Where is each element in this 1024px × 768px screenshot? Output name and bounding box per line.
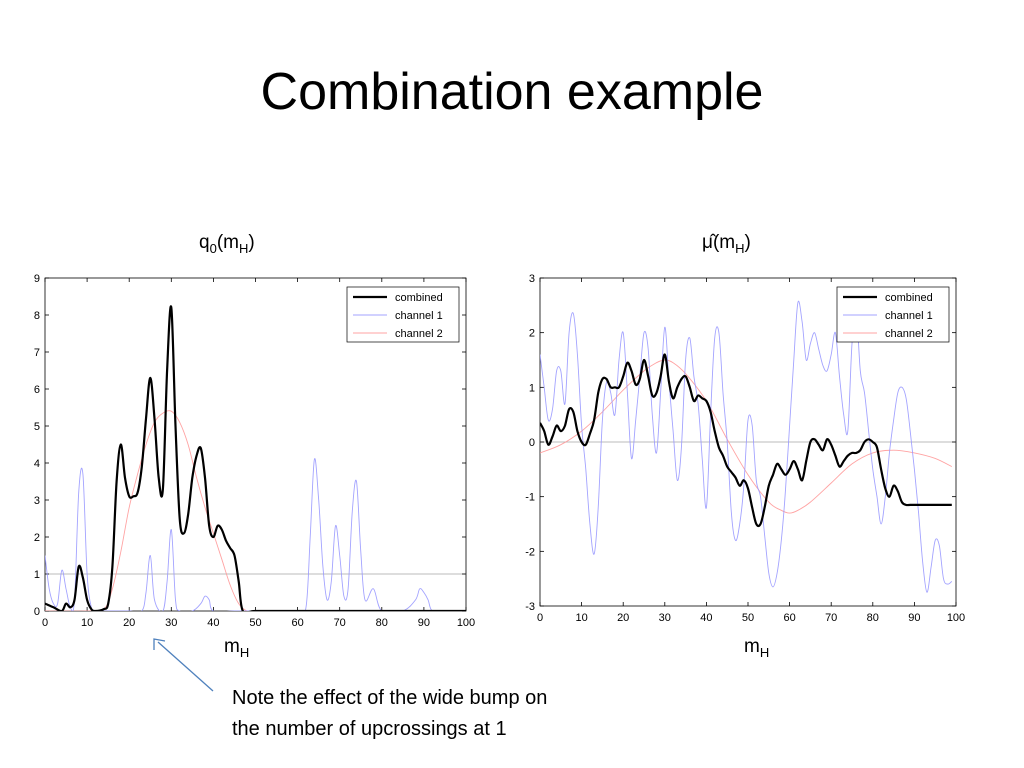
mu-x-tick-label: 80 xyxy=(867,612,879,624)
q0-x-tick-label: 10 xyxy=(81,617,93,629)
mu-series-channel-2 xyxy=(540,359,953,514)
chart-mu-hat: 0 10 20 30 40 50 60 70 80 90 100 -3 -2 -1 0 1 2 3 combined… xyxy=(525,273,965,624)
right-plot-title-main: μ̂ xyxy=(702,232,713,253)
mu-x-tick-label: 70 xyxy=(825,612,837,624)
q0-x-tick-label: 20 xyxy=(123,617,135,629)
mu-legend-label-combined: combined xyxy=(885,292,933,304)
q0-y-tick-label: 0 xyxy=(34,606,40,618)
q0-legend-label-combined: combined xyxy=(395,292,443,304)
q0-x-tick-label: 30 xyxy=(165,617,177,629)
right-x-axis-title: mH xyxy=(744,636,769,660)
q0-x-tick-label: 40 xyxy=(207,617,219,629)
left-plot-title-end: ) xyxy=(248,232,255,253)
q0-x-tick-label: 90 xyxy=(418,617,430,629)
q0-y-tick-label: 5 xyxy=(34,421,40,433)
slide-title: Combination example xyxy=(260,63,764,121)
right-plot-title-mid: (m xyxy=(712,232,736,253)
mu-y-tick-label: -1 xyxy=(525,492,535,504)
note-line-1: Note the effect of the wide bump on xyxy=(232,687,548,709)
q0-y-tick-label: 3 xyxy=(34,495,40,507)
mu-x-tick-label: 20 xyxy=(617,612,629,624)
chart-q0: 0 10 20 30 40 50 60 70 80 90 100 0 1 2 3 4 5 6 7 8 9 combined… xyxy=(34,273,475,629)
mu-y-tick-label: 2 xyxy=(529,328,535,340)
q0-y-tick-label: 7 xyxy=(34,347,40,359)
left-x-axis-title-sub: H xyxy=(239,644,250,660)
left-x-axis-title: mH xyxy=(224,636,249,660)
mu-y-tick-label: 3 xyxy=(529,273,535,285)
right-plot-title-sub1: H xyxy=(735,240,745,256)
mu-x-tick-label: 40 xyxy=(700,612,712,624)
left-plot-title-sub1: H xyxy=(238,240,249,256)
left-plot-title-main: q xyxy=(199,232,210,253)
mu-y-tick-label: -2 xyxy=(525,546,535,558)
mu-x-tick-label: 60 xyxy=(783,612,795,624)
q0-x-tick-label: 70 xyxy=(334,617,346,629)
mu-x-tick-label: 10 xyxy=(575,612,587,624)
mu-y-tick-label: 0 xyxy=(529,437,535,449)
mu-series-combined xyxy=(540,353,952,528)
q0-x-tick-label: 60 xyxy=(291,617,303,629)
mu-x-tick-label: 100 xyxy=(947,612,965,624)
mu-x-tick-label: 90 xyxy=(908,612,920,624)
left-plot-title-sub0: 0 xyxy=(209,240,217,256)
q0-x-tick-label: 80 xyxy=(376,617,388,629)
note-line-2: the number of upcrossings at 1 xyxy=(232,718,507,740)
q0-legend-label-channel-1: channel 1 xyxy=(395,310,443,322)
q0-y-tick-label: 8 xyxy=(34,310,40,322)
mu-legend-label-channel-1: channel 1 xyxy=(885,310,933,322)
q0-series-channel-2 xyxy=(45,410,466,611)
right-x-axis-title-main: m xyxy=(744,636,760,657)
q0-legend-label-channel-2: channel 2 xyxy=(395,328,443,340)
q0-series-channel-1 xyxy=(45,458,466,611)
left-x-axis-title-main: m xyxy=(224,636,240,657)
q0-series-combined xyxy=(45,305,466,611)
mu-x-tick-label: 0 xyxy=(537,612,543,624)
mu-x-tick-label: 50 xyxy=(742,612,754,624)
mu-y-tick-label: 1 xyxy=(529,382,535,394)
q0-x-tick-label: 100 xyxy=(457,617,475,629)
q0-y-tick-label: 6 xyxy=(34,384,40,396)
mu-x-tick-label: 30 xyxy=(659,612,671,624)
arrow-line xyxy=(157,641,214,692)
arrow-head xyxy=(153,638,166,650)
left-plot-title-mid: (m xyxy=(216,232,239,253)
mu-y-tick-label: -3 xyxy=(525,601,535,613)
right-x-axis-title-sub: H xyxy=(759,644,770,660)
q0-y-tick-label: 9 xyxy=(34,273,40,285)
right-plot-title: μ̂(mH) xyxy=(702,232,751,256)
q0-x-tick-label: 50 xyxy=(249,617,261,629)
left-plot-title: q0(mH) xyxy=(199,232,255,256)
q0-y-tick-label: 2 xyxy=(34,532,40,544)
q0-y-tick-label: 4 xyxy=(34,458,40,470)
annotation-note: Note the effect of the wide bump on the … xyxy=(232,683,652,745)
right-plot-title-end: ) xyxy=(744,232,751,253)
q0-y-tick-label: 1 xyxy=(34,569,40,581)
q0-x-tick-label: 0 xyxy=(42,617,48,629)
mu-legend-label-channel-2: channel 2 xyxy=(885,328,933,340)
annotation-arrow xyxy=(153,638,214,692)
